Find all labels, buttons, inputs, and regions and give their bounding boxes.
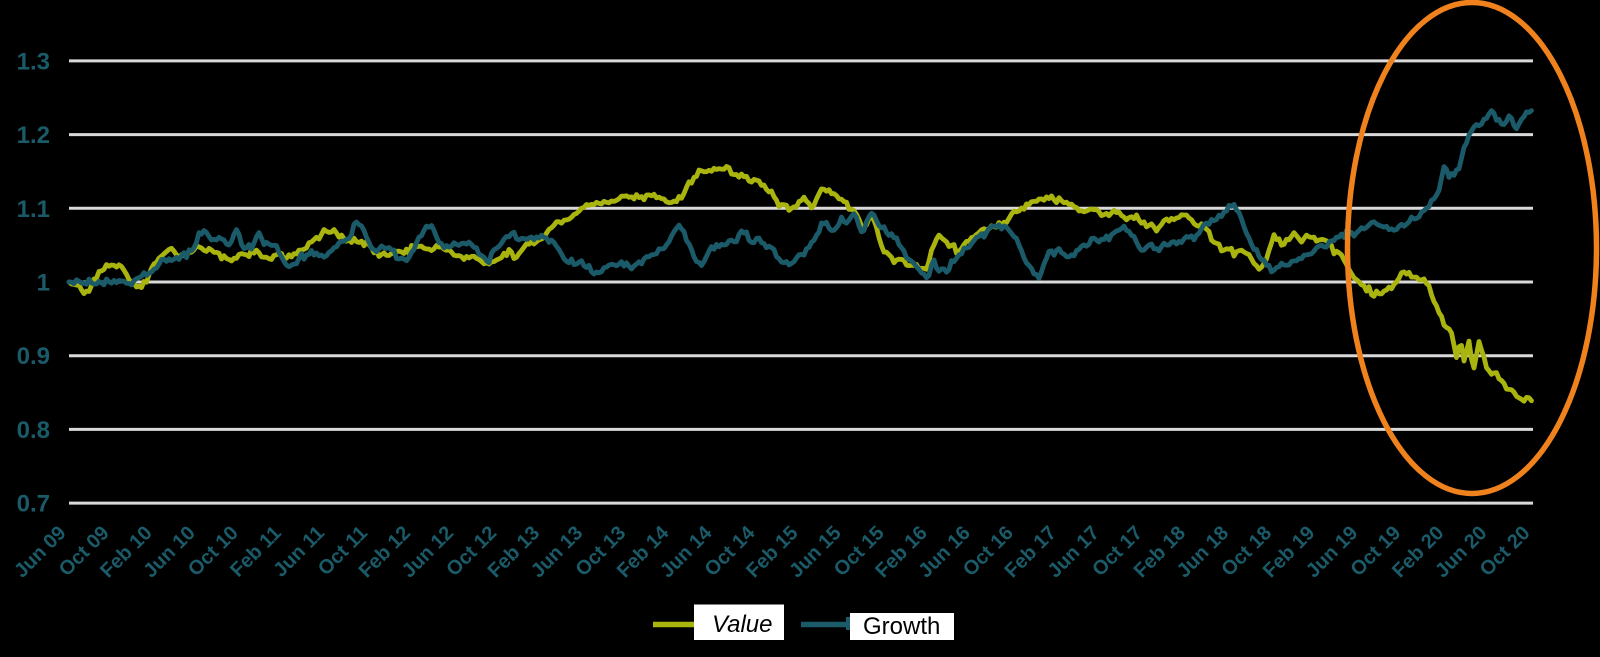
svg-text:0.7: 0.7 [17,491,50,518]
svg-text:1.1: 1.1 [17,196,50,223]
svg-text:1.2: 1.2 [17,122,50,149]
svg-text:Growth: Growth [863,613,940,640]
svg-text:0.8: 0.8 [17,417,50,444]
svg-text:1: 1 [37,270,50,297]
svg-text:0.9: 0.9 [17,343,50,370]
svg-text:Value: Value [712,611,773,638]
svg-text:1.3: 1.3 [17,48,50,75]
